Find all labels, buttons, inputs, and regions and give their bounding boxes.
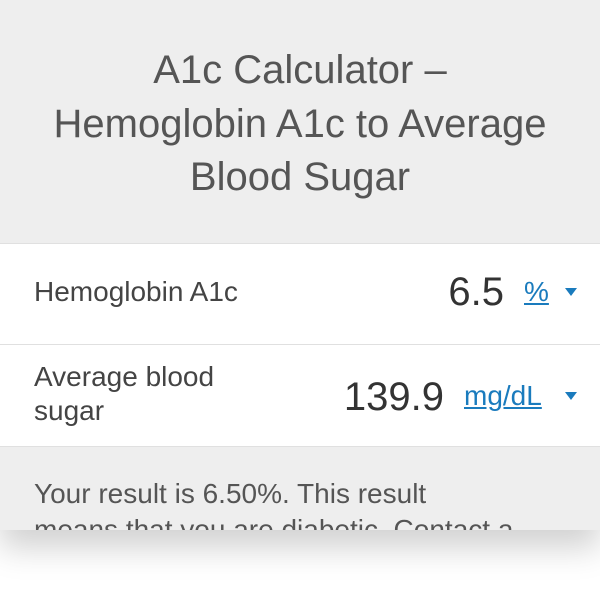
input-row: Hemoglobin A1c 6.5 % [0, 243, 600, 345]
value-input[interactable]: 139.9 [343, 375, 444, 419]
calculator-card: A1c Calculator – Hemoglobin A1c to Avera… [0, 0, 600, 530]
title: Hemoglobin A1c to Average [53, 102, 547, 146]
title: Blood Sugar [189, 155, 411, 199]
title: A1c Calculator – [153, 48, 447, 92]
result-text: means that you are diabetic. Contact a [34, 514, 514, 530]
unit-select[interactable]: % [524, 276, 549, 307]
dropdown-arrow[interactable] [564, 391, 578, 401]
dropdown-arrow[interactable] [564, 287, 578, 297]
value-input[interactable]: 6.5 [448, 270, 504, 314]
row-label: Average blood sugar [34, 361, 215, 426]
input-row: Average blood sugar 139.9 mg/dL [0, 344, 600, 447]
unit-select[interactable]: mg/dL [464, 380, 542, 411]
result-text: Your result is 6.50%. This result [34, 478, 427, 509]
row-label: Hemoglobin A1c [34, 276, 238, 307]
